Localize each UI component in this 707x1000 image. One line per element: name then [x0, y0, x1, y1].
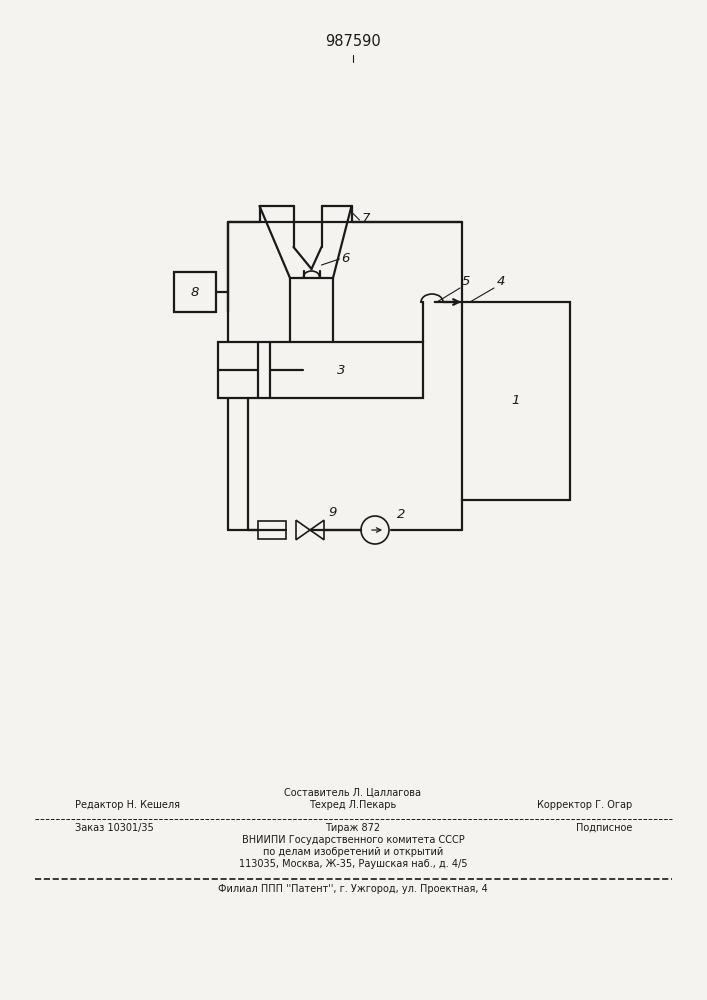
Text: Техред Л.Пекарь: Техред Л.Пекарь — [310, 800, 397, 810]
Text: 7: 7 — [361, 212, 370, 225]
Text: 8: 8 — [191, 286, 199, 298]
Text: 113035, Москва, Ж-35, Раушская наб., д. 4/5: 113035, Москва, Ж-35, Раушская наб., д. … — [239, 859, 467, 869]
Text: 5: 5 — [462, 275, 470, 288]
Text: Подписное: Подписное — [575, 823, 632, 833]
Text: 2: 2 — [397, 508, 405, 521]
Bar — [462, 302, 570, 500]
Bar — [174, 272, 216, 312]
Text: по делам изобретений и открытий: по делам изобретений и открытий — [263, 847, 443, 857]
Text: Составитель Л. Цаллагова: Составитель Л. Цаллагова — [284, 787, 421, 797]
Bar — [218, 342, 423, 398]
Text: Редактор Н. Кешеля: Редактор Н. Кешеля — [75, 800, 180, 810]
Text: 987590: 987590 — [325, 34, 381, 49]
Text: Тираж 872: Тираж 872 — [325, 823, 380, 833]
Text: 3: 3 — [337, 363, 345, 376]
Text: 1: 1 — [512, 394, 520, 408]
Text: ВНИИПИ Государственного комитета СССР: ВНИИПИ Государственного комитета СССР — [242, 835, 464, 845]
Text: Корректор Г. Огар: Корректор Г. Огар — [537, 800, 632, 810]
Text: 4: 4 — [497, 275, 506, 288]
Text: 6: 6 — [341, 252, 350, 265]
Bar — [258, 521, 286, 539]
Text: Филиал ППП ''Патент'', г. Ужгород, ул. Проектная, 4: Филиал ППП ''Патент'', г. Ужгород, ул. П… — [218, 884, 488, 894]
Text: Заказ 10301/35: Заказ 10301/35 — [75, 823, 153, 833]
Text: 9: 9 — [328, 506, 337, 519]
